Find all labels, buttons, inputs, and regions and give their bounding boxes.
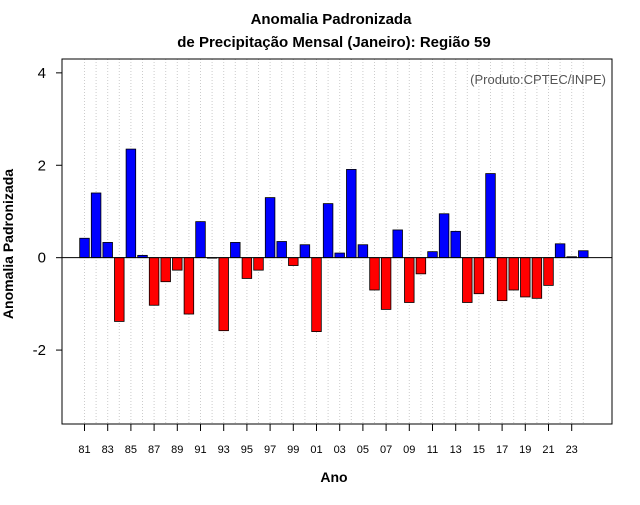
x-tick-label: 03: [334, 444, 346, 456]
bar-12: [438, 213, 450, 259]
bar-89: [172, 257, 183, 271]
bar-11: [427, 251, 438, 259]
bar-16: [485, 173, 496, 259]
bar-09: [404, 257, 415, 303]
bar-24: [578, 250, 589, 259]
chart-title: Anomalia Padronizada: [251, 11, 413, 28]
x-tick-label: 09: [403, 444, 415, 456]
bar-22: [554, 243, 566, 259]
x-tick-label: 81: [78, 444, 90, 456]
x-tick-label: 05: [357, 444, 369, 456]
x-tick-label: 85: [125, 444, 137, 456]
bar-06: [369, 257, 380, 291]
x-tick-label: 07: [380, 444, 392, 456]
bar-94: [230, 242, 241, 259]
x-tick-label: 13: [450, 444, 462, 456]
bar-99: [288, 257, 299, 266]
x-axis: 81 83 85 87 89 91 93 95 97 99 01 03 05 07 09 11 13 15 17 19…: [78, 424, 578, 456]
bar-07: [380, 257, 392, 310]
bar-21: [543, 257, 554, 286]
x-tick-label: 89: [171, 444, 183, 456]
bar-10: [415, 257, 427, 275]
x-tick-label: 11: [427, 444, 438, 456]
y-tick-label: 4: [38, 65, 46, 82]
bar-18: [508, 257, 519, 291]
bar-04: [346, 169, 357, 259]
x-tick-label: 87: [148, 444, 160, 456]
bar-20: [531, 257, 543, 299]
bar-91: [195, 221, 206, 259]
bar-81: [79, 237, 90, 259]
y-axis: -2 0 2 4: [33, 65, 62, 359]
bar-14: [462, 257, 473, 303]
bar-97: [264, 197, 276, 259]
x-tick-label: 97: [264, 444, 276, 456]
chart-subtitle: de Precipitação Mensal (Janeiro): Região…: [177, 34, 490, 51]
bar-98: [276, 241, 287, 259]
bar-87: [148, 257, 160, 306]
y-tick-label: 2: [38, 157, 46, 174]
bar-03: [334, 252, 345, 259]
x-tick-label: 17: [496, 444, 508, 456]
y-axis-title: Anomalia Padronizada: [0, 169, 16, 319]
credit-annotation: (Produto:CPTEC/INPE): [470, 72, 606, 87]
plot-frame: [61, 58, 613, 425]
bar-88: [160, 257, 171, 283]
bar-00: [299, 244, 311, 259]
bars: [79, 148, 589, 332]
bar-05: [357, 244, 369, 259]
x-tick-label: 95: [241, 444, 253, 456]
x-tick-label: 23: [566, 444, 578, 456]
bar-93: [218, 257, 229, 332]
bar-15: [473, 257, 485, 295]
bar-13: [450, 230, 461, 259]
bar-08: [392, 229, 403, 259]
x-tick-label: 15: [473, 444, 485, 456]
y-tick-label: -2: [33, 342, 46, 359]
x-tick-label: 01: [310, 444, 322, 456]
bar-01: [311, 257, 322, 332]
x-tick-label: 83: [102, 444, 114, 456]
x-tick-label: 91: [194, 444, 206, 456]
x-tick-label: 21: [542, 444, 554, 456]
y-tick-label: 0: [38, 250, 46, 267]
x-axis-title: Ano: [320, 469, 347, 485]
bar-96: [253, 257, 264, 271]
bar-82: [90, 192, 102, 259]
bar-84: [114, 257, 125, 322]
x-tick-label: 19: [519, 444, 531, 456]
bar-02: [322, 203, 334, 259]
gridlines: [84, 59, 584, 424]
bar-83: [102, 242, 113, 259]
x-tick-label: 99: [287, 444, 299, 456]
bar-85: [125, 148, 137, 259]
bar-19: [520, 257, 531, 298]
bar-90: [183, 257, 195, 315]
bar-95: [241, 257, 253, 279]
x-tick-label: 93: [218, 444, 230, 456]
bar-17: [496, 257, 508, 302]
